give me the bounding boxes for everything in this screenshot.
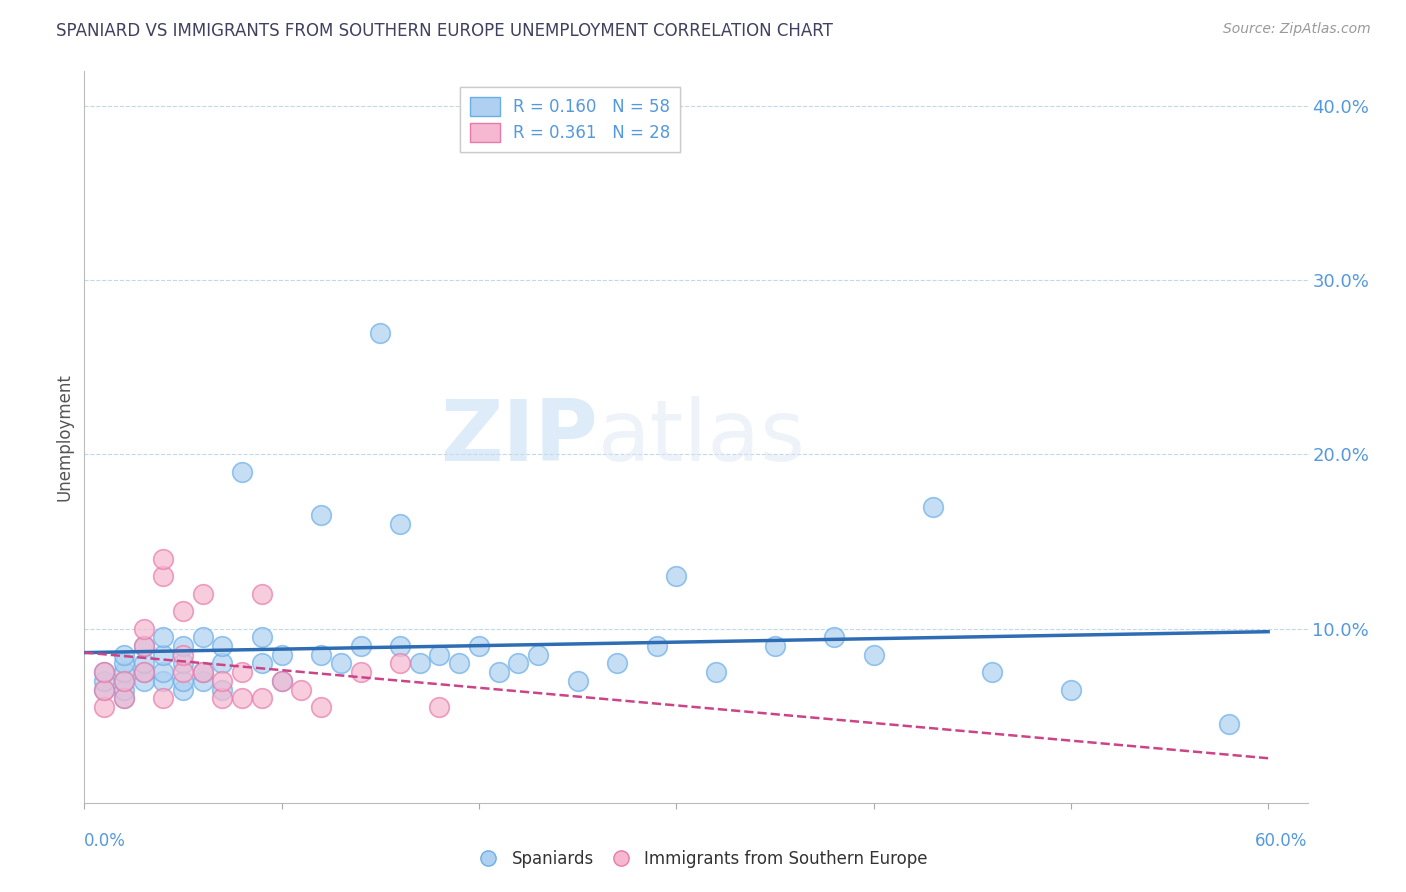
Point — [191, 665, 214, 680]
Legend: Spaniards, Immigrants from Southern Europe: Spaniards, Immigrants from Southern Euro… — [472, 844, 934, 875]
Point — [132, 657, 155, 671]
Point — [132, 622, 155, 636]
Point — [112, 648, 135, 662]
Point — [211, 673, 233, 688]
Point — [449, 657, 471, 671]
Point — [409, 657, 432, 671]
Point — [309, 508, 332, 523]
Text: 0.0%: 0.0% — [84, 832, 127, 850]
Point — [704, 665, 727, 680]
Point — [132, 639, 155, 653]
Point — [191, 631, 214, 645]
Point — [349, 665, 371, 680]
Point — [389, 639, 412, 653]
Point — [112, 665, 135, 680]
Point — [211, 691, 233, 706]
Point — [763, 639, 786, 653]
Point — [250, 691, 273, 706]
Point — [152, 665, 174, 680]
Text: ZIP: ZIP — [440, 395, 598, 479]
Point — [211, 639, 233, 653]
Legend: R = 0.160   N = 58, R = 0.361   N = 28: R = 0.160 N = 58, R = 0.361 N = 28 — [460, 87, 681, 153]
Point — [1218, 717, 1240, 731]
Point — [152, 631, 174, 645]
Point — [980, 665, 1002, 680]
Point — [112, 657, 135, 671]
Text: Source: ZipAtlas.com: Source: ZipAtlas.com — [1223, 22, 1371, 37]
Point — [112, 682, 135, 697]
Point — [645, 639, 668, 653]
Point — [152, 673, 174, 688]
Point — [606, 657, 628, 671]
Point — [152, 691, 174, 706]
Point — [191, 587, 214, 601]
Point — [270, 673, 292, 688]
Point — [132, 639, 155, 653]
Point — [921, 500, 943, 514]
Point — [132, 673, 155, 688]
Point — [93, 665, 115, 680]
Point — [349, 639, 371, 653]
Point — [329, 657, 352, 671]
Point — [172, 604, 194, 618]
Point — [508, 657, 530, 671]
Point — [231, 665, 253, 680]
Point — [93, 665, 115, 680]
Point — [152, 569, 174, 583]
Point — [93, 700, 115, 714]
Point — [468, 639, 491, 653]
Point — [665, 569, 688, 583]
Point — [93, 682, 115, 697]
Point — [389, 517, 412, 532]
Text: atlas: atlas — [598, 395, 806, 479]
Point — [112, 691, 135, 706]
Point — [112, 673, 135, 688]
Point — [429, 648, 451, 662]
Point — [309, 700, 332, 714]
Text: SPANIARD VS IMMIGRANTS FROM SOUTHERN EUROPE UNEMPLOYMENT CORRELATION CHART: SPANIARD VS IMMIGRANTS FROM SOUTHERN EUR… — [56, 22, 834, 40]
Point — [290, 682, 312, 697]
Point — [389, 657, 412, 671]
Point — [152, 552, 174, 566]
Point — [112, 673, 135, 688]
Point — [132, 665, 155, 680]
Point — [172, 657, 194, 671]
Point — [270, 673, 292, 688]
Point — [250, 657, 273, 671]
Point — [488, 665, 510, 680]
Point — [231, 465, 253, 479]
Point — [172, 665, 194, 680]
Point — [231, 691, 253, 706]
Point — [1060, 682, 1083, 697]
Point — [527, 648, 550, 662]
Point — [172, 673, 194, 688]
Point — [250, 631, 273, 645]
Point — [823, 631, 845, 645]
Point — [309, 648, 332, 662]
Point — [250, 587, 273, 601]
Point — [191, 665, 214, 680]
Point — [93, 673, 115, 688]
Point — [152, 648, 174, 662]
Point — [429, 700, 451, 714]
Point — [270, 648, 292, 662]
Point — [211, 682, 233, 697]
Point — [172, 682, 194, 697]
Point — [567, 673, 589, 688]
Point — [112, 691, 135, 706]
Point — [211, 657, 233, 671]
Point — [132, 665, 155, 680]
Point — [172, 639, 194, 653]
Point — [368, 326, 391, 340]
Point — [191, 673, 214, 688]
Point — [93, 682, 115, 697]
Point — [172, 648, 194, 662]
Y-axis label: Unemployment: Unemployment — [55, 373, 73, 501]
Text: 60.0%: 60.0% — [1256, 832, 1308, 850]
Point — [862, 648, 884, 662]
